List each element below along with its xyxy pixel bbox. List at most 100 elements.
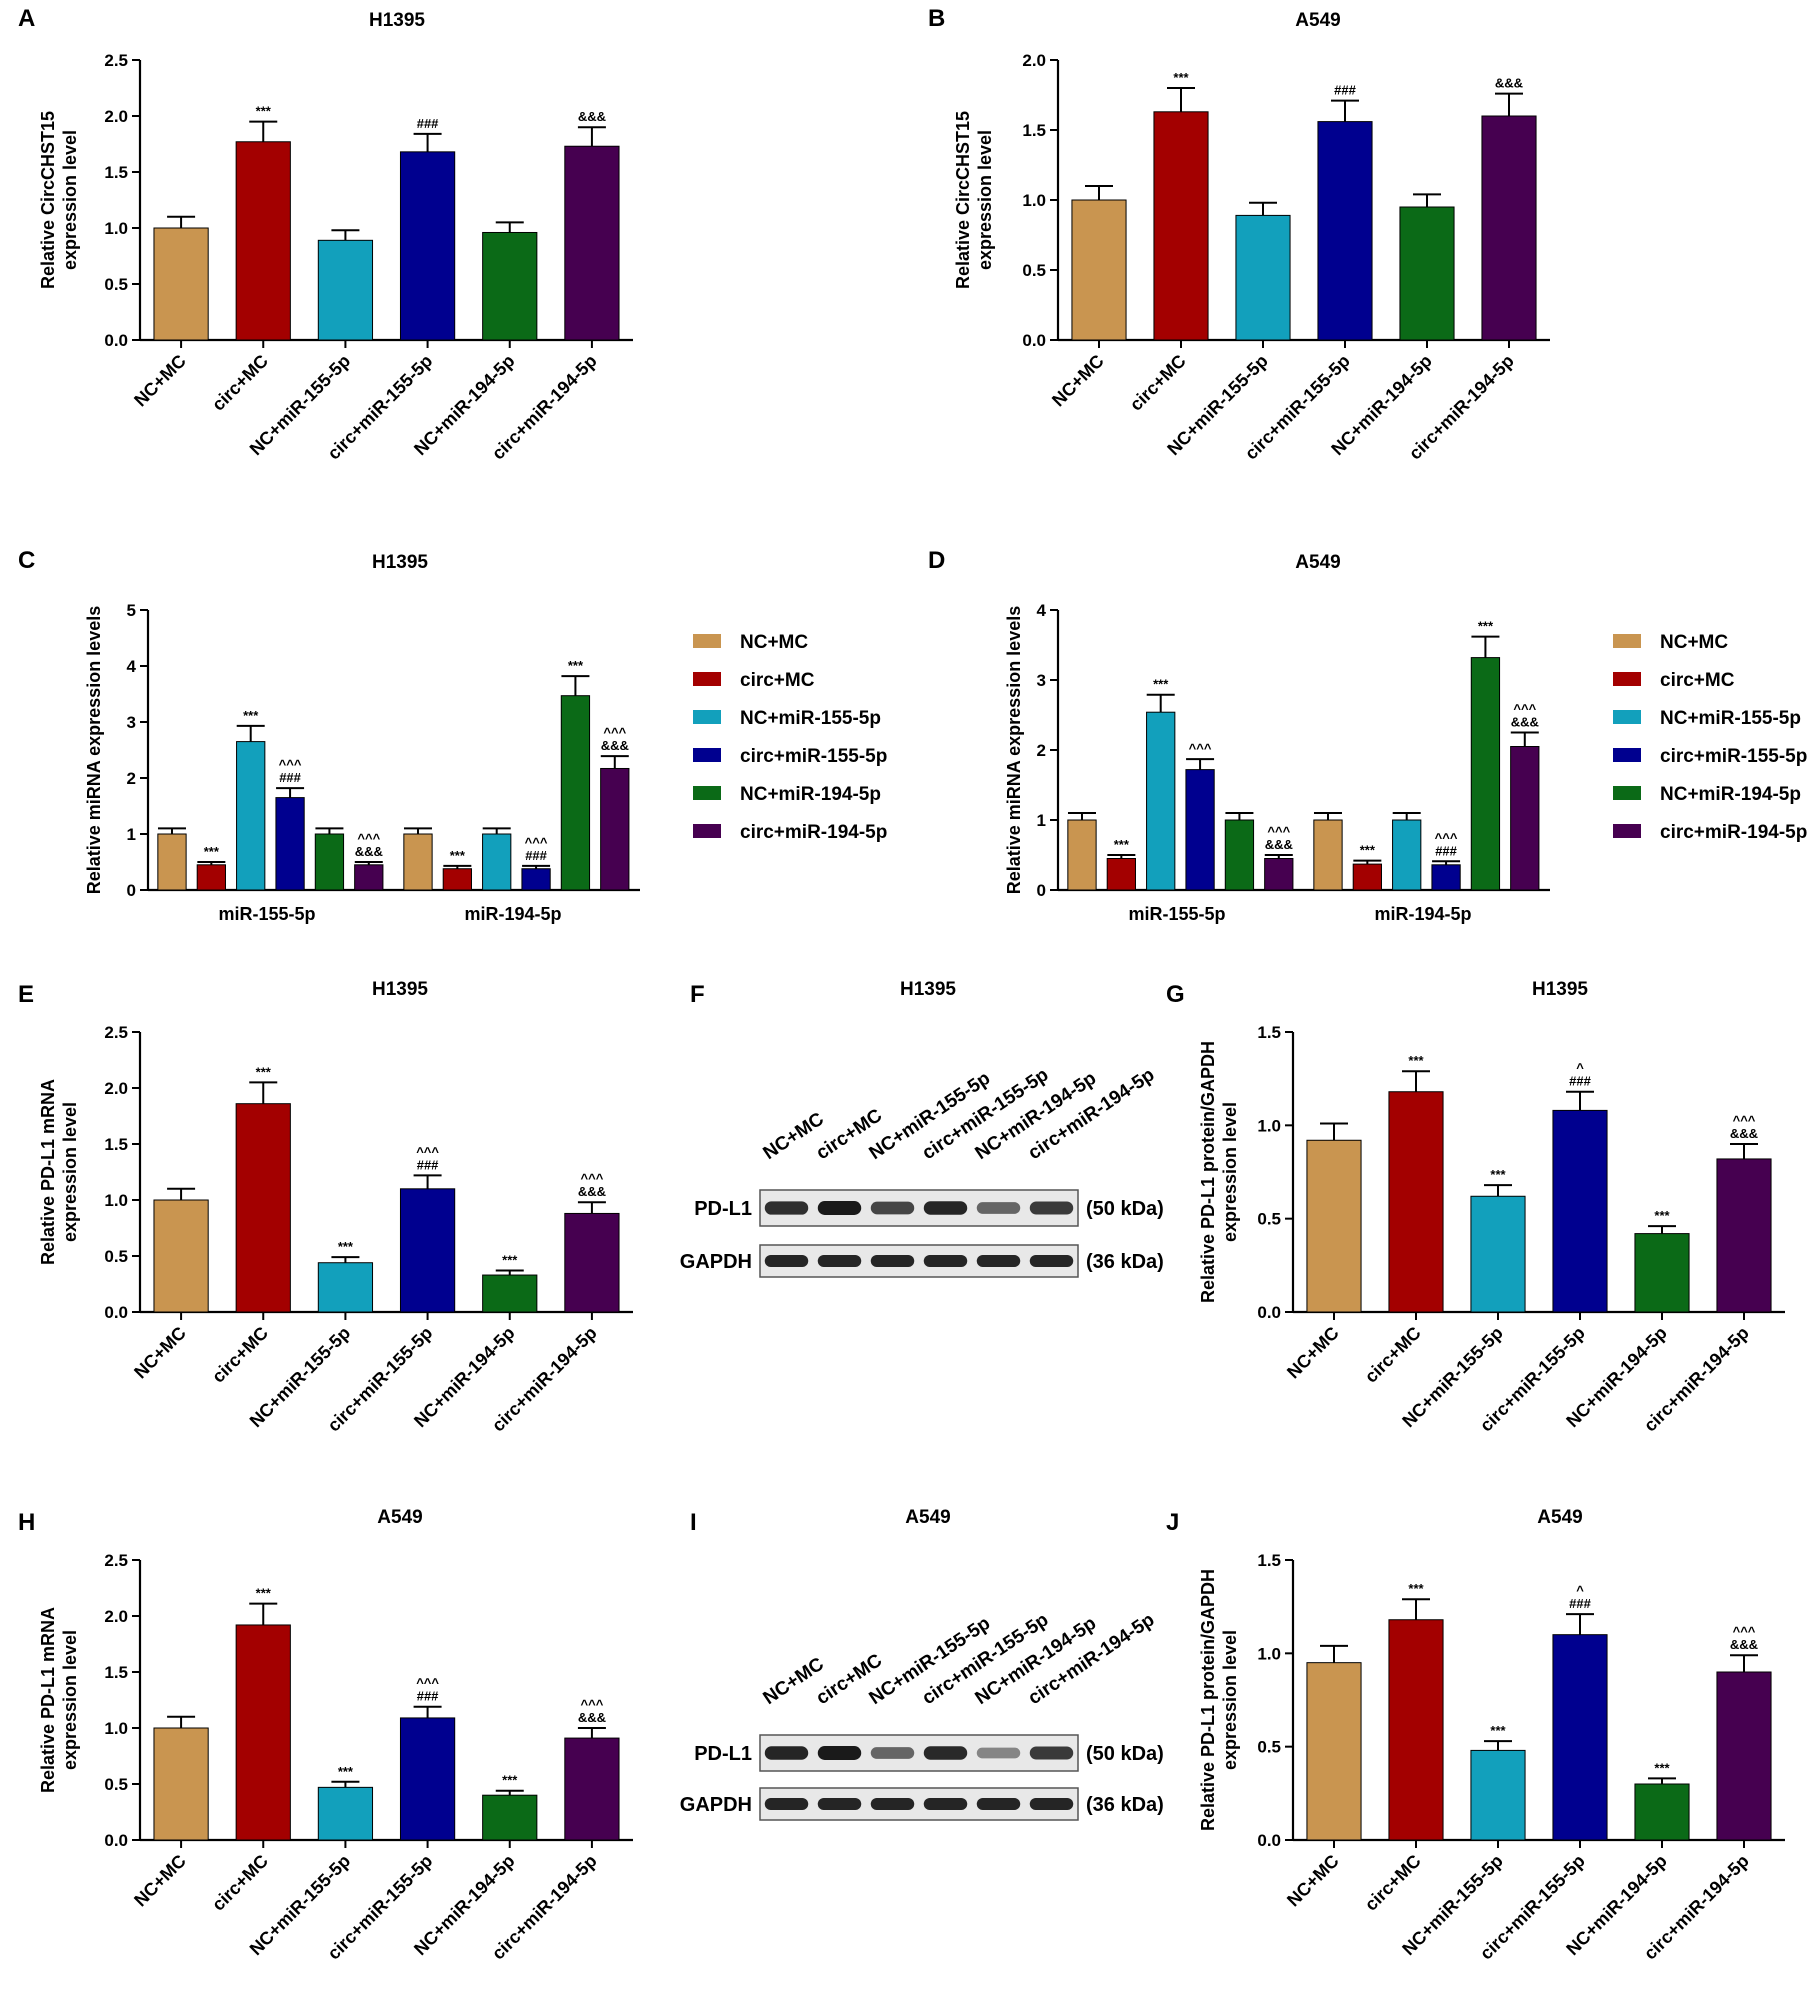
panel-d-y-tick-label: 2	[1037, 741, 1046, 760]
panel-c-y-tick-label: 2	[127, 769, 136, 788]
panel-f-band	[764, 1254, 809, 1268]
panel-i-band	[870, 1747, 915, 1759]
panel-d-legend-swatch	[1613, 634, 1641, 648]
panel-c-legend-label: circ+miR-194-5p	[740, 822, 887, 843]
panel-a-bar	[317, 239, 374, 341]
panel-h-y-axis-label: Relative PD-L1 mRNA	[38, 1607, 58, 1793]
panel-h-bar	[235, 1624, 291, 1841]
panel-g-y-tick-label: 0.0	[1257, 1303, 1281, 1322]
panel-b-bar	[1481, 115, 1537, 341]
panel-c-bar	[236, 741, 266, 891]
panel-g-letter: G	[1166, 981, 1185, 1008]
panel-d-letter: D	[928, 547, 945, 574]
panel-h-bar	[317, 1786, 374, 1841]
panel-j-y-tick-label: 1.5	[1257, 1551, 1281, 1570]
panel-h-bar	[482, 1794, 538, 1841]
panel-c-y-tick-label: 0	[127, 881, 136, 900]
panel-c-significance-label: ^^^	[525, 835, 548, 850]
panel-e-y-tick-label: 1.5	[104, 1135, 128, 1154]
panel-b-x-tick-label: NC+MC	[1048, 351, 1108, 411]
panel-e-y-tick-label: 0.5	[104, 1247, 128, 1266]
panel-a-y-tick-label: 0.5	[104, 275, 128, 294]
panel-d-y-axis-label: Relative miRNA expression levels	[1004, 606, 1024, 894]
panel-c-x-category-label: miR-155-5p	[218, 904, 315, 924]
panel-d-significance-label: ^^^	[1267, 824, 1290, 839]
panel-c-significance-label: &&&	[355, 844, 383, 859]
panel-d-bar	[1470, 657, 1501, 891]
panel-a-title: H1395	[369, 10, 425, 31]
panel-f-band	[817, 1254, 862, 1268]
panel-d-significance-label: ^^^	[1435, 830, 1458, 845]
panel-h-significance-label: ***	[338, 1764, 354, 1779]
panel-a-y-axis-label: Relative CircCHST15	[38, 111, 58, 289]
panel-d-legend-label: NC+miR-194-5p	[1660, 784, 1801, 805]
panel-d-bar	[1264, 858, 1294, 891]
panel-j-title: A549	[1537, 1507, 1582, 1528]
panel-e-significance-label: ^^^	[416, 1144, 439, 1159]
panel-a-significance-label: &&&	[578, 109, 606, 124]
panel-c-title: H1395	[372, 552, 428, 573]
panel-b-y-tick-label: 1.0	[1022, 191, 1046, 210]
panel-j-significance-label: ^^^	[1733, 1624, 1756, 1639]
panel-h-y-tick-label: 2.0	[104, 1607, 128, 1626]
panel-c-significance-label: ^^^	[357, 831, 380, 846]
panel-f: F H1395NC+MCcirc+MCNC+miR-155-5pcirc+miR-…	[680, 979, 1164, 1278]
panel-d-bar	[1431, 864, 1461, 891]
panel-e-significance-label: ***	[256, 1064, 272, 1079]
panel-c-significance-label: ###	[279, 770, 301, 785]
panel-f-band	[870, 1201, 915, 1215]
panel-a-letter: A	[18, 5, 35, 32]
panel-g-significance-label: ^	[1576, 1061, 1584, 1076]
panel-d-title: A549	[1295, 552, 1340, 573]
panel-j-bar	[1552, 1634, 1608, 1841]
panel-g-y-tick-label: 0.5	[1257, 1210, 1281, 1229]
panel-i-row-label: GAPDH	[680, 1794, 752, 1816]
panel-b-letter: B	[928, 5, 945, 32]
panel-f-blot-frame	[759, 1189, 1079, 1227]
panel-c-legend-label: NC+miR-194-5p	[740, 784, 881, 805]
panel-j-significance-label: ###	[1569, 1596, 1591, 1611]
panel-j-x-tick-label: NC+MC	[1283, 1851, 1343, 1911]
panel-b-bar	[1399, 206, 1455, 341]
panel-f-band	[976, 1202, 1021, 1214]
panel-a-y-tick-label: 2.0	[104, 107, 128, 126]
panel-c-legend-label: NC+MC	[740, 632, 808, 653]
panel-a-bar	[235, 141, 291, 341]
panel-f-size-label: (36 kDa)	[1086, 1251, 1164, 1273]
panel-d-y-tick-label: 1	[1037, 811, 1046, 830]
panel-e-y-axis-label: expression level	[60, 1102, 80, 1242]
panel-g-x-tick-label: circ+MC	[1361, 1323, 1425, 1387]
panel-c-legend-swatch	[693, 634, 721, 648]
panel-h-y-tick-label: 0.0	[104, 1831, 128, 1850]
panel-a-significance-label: ###	[417, 116, 439, 131]
panel-c-bar	[196, 864, 226, 891]
panel-g-significance-label: ***	[1654, 1208, 1670, 1223]
panel-h-y-axis-label: expression level	[60, 1630, 80, 1770]
panel-j-significance-label: ^	[1576, 1583, 1584, 1598]
panel-i-band	[1029, 1797, 1074, 1811]
panel-c-legend-swatch	[693, 748, 721, 762]
panel-h-bar	[153, 1727, 209, 1841]
panel-e-bar	[317, 1262, 374, 1313]
panel-e-y-tick-label: 1.0	[104, 1191, 128, 1210]
panel-f-title: H1395	[900, 979, 956, 1000]
panel-c-letter: C	[18, 547, 35, 574]
panel-g-bar	[1552, 1109, 1608, 1313]
panel-i: I A549NC+MCcirc+MCNC+miR-155-5pcirc+miR-1…	[680, 1507, 1164, 1821]
panel-c-legend-swatch	[693, 786, 721, 800]
panel-c-bar	[560, 695, 591, 891]
panel-a-x-tick-label: NC+MC	[130, 351, 190, 411]
panel-d-bar	[1392, 819, 1422, 891]
panel-h-significance-label: ***	[256, 1586, 272, 1601]
panel-h-significance-label: ###	[417, 1689, 439, 1704]
panel-e-letter: E	[18, 981, 34, 1008]
panel-d-bar	[1146, 711, 1176, 891]
panel-d-legend-swatch	[1613, 710, 1641, 724]
panel-e-bar	[564, 1212, 620, 1313]
panel-d-legend-label: circ+MC	[1660, 670, 1735, 691]
panel-d-significance-label: &&&	[1265, 837, 1293, 852]
panel-h-bar	[399, 1717, 456, 1841]
panel-d-y-tick-label: 0	[1037, 881, 1046, 900]
panel-i-band	[1029, 1746, 1074, 1760]
